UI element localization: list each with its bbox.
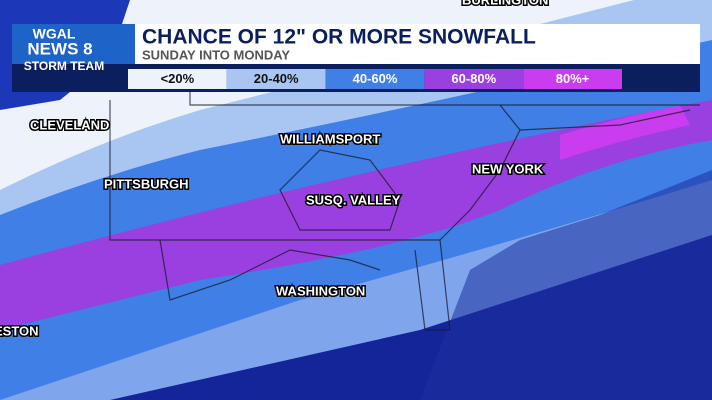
legend-swatch: [128, 69, 227, 89]
city-label: BURLINGTON: [462, 0, 548, 7]
legend-swatch: [523, 69, 622, 89]
legend-swatch: [325, 69, 425, 89]
band-high: [560, 105, 690, 160]
state-borders: [109, 90, 700, 331]
logo-text: STORM TEAM: [24, 59, 104, 73]
legend: <20% 20-40% 40-60% 60-80% 80%+: [128, 69, 622, 89]
legend-label: 20-40%: [254, 71, 299, 86]
legend-swatch: [226, 69, 326, 89]
title: CHANCE OF 12" OR MORE SNOWFALL: [142, 26, 536, 49]
city-label: NEW YORK: [472, 161, 544, 176]
city-label: PITTSBURGH: [104, 176, 189, 191]
city-label: CLEVELAND: [30, 117, 109, 132]
legend-label: 80%+: [556, 71, 590, 86]
city-label: WILLIAMSPORT: [280, 131, 380, 146]
legend-label: 40-60%: [353, 71, 398, 86]
legend-label: <20%: [161, 71, 195, 86]
legend-label: 60-80%: [451, 71, 496, 86]
city-label: WASHINGTON: [276, 283, 365, 298]
logo-text: NEWS 8: [27, 39, 92, 58]
subtitle: SUNDAY INTO MONDAY: [142, 47, 290, 62]
logo-text: WGAL: [33, 26, 76, 42]
city-label: SUSQ. VALLEY: [306, 192, 401, 207]
city-label: ESTON: [0, 323, 39, 338]
ocean: [420, 170, 712, 400]
title-bar: [135, 24, 700, 64]
legend-swatch: [424, 69, 524, 89]
city-labels: BURLINGTON CLEVELAND WILLIAMSPORT PITTSBURG…: [0, 0, 550, 340]
